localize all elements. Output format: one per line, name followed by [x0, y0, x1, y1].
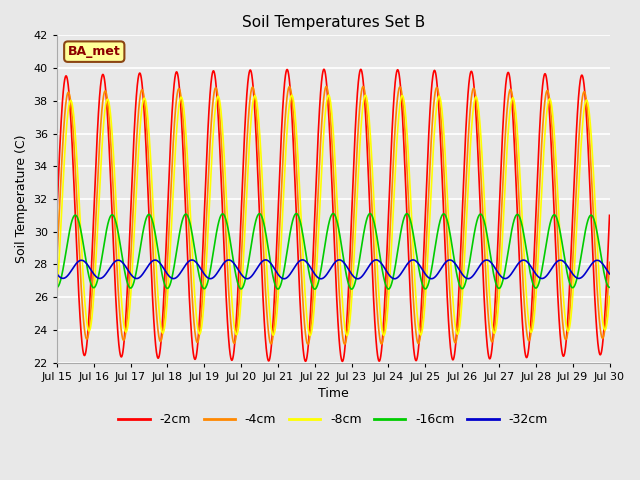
-4cm [323, 84, 330, 89]
-4cm [225, 288, 232, 293]
-32cm [88, 268, 95, 274]
Legend: -2cm, -4cm, -8cm, -16cm, -32cm: -2cm, -4cm, -8cm, -16cm, -32cm [113, 408, 553, 431]
-16cm [225, 229, 232, 235]
-8cm [343, 333, 351, 338]
-16cm [435, 223, 443, 228]
-8cm [225, 240, 232, 246]
Line: -8cm: -8cm [57, 95, 609, 336]
-16cm [605, 285, 613, 290]
-32cm [53, 271, 61, 276]
-4cm [88, 295, 95, 301]
-32cm [335, 257, 343, 263]
-8cm [480, 188, 488, 193]
-16cm [330, 211, 337, 216]
-16cm [53, 285, 61, 290]
-2cm [320, 66, 328, 72]
X-axis label: Time: Time [318, 387, 349, 400]
-4cm [480, 236, 488, 241]
-2cm [435, 108, 443, 113]
Line: -4cm: -4cm [57, 86, 609, 344]
-32cm [225, 257, 232, 263]
-2cm [88, 259, 95, 265]
Title: Soil Temperatures Set B: Soil Temperatures Set B [241, 15, 425, 30]
-32cm [118, 260, 126, 265]
-32cm [317, 276, 324, 282]
-8cm [435, 93, 443, 99]
-2cm [120, 346, 127, 352]
-16cm [311, 286, 319, 292]
-8cm [118, 310, 126, 316]
-2cm [118, 351, 126, 357]
-4cm [118, 336, 126, 341]
Text: BA_met: BA_met [68, 45, 120, 58]
-2cm [53, 213, 61, 218]
-4cm [53, 259, 61, 265]
-8cm [88, 317, 95, 323]
-32cm [480, 258, 488, 264]
-2cm [605, 213, 613, 218]
-4cm [120, 337, 127, 343]
-4cm [435, 93, 443, 99]
-16cm [118, 256, 126, 262]
Line: -2cm: -2cm [57, 69, 609, 361]
-8cm [53, 293, 61, 299]
-2cm [339, 359, 346, 364]
-2cm [225, 336, 232, 342]
-16cm [480, 217, 488, 223]
-4cm [341, 341, 349, 347]
Line: -32cm: -32cm [57, 260, 609, 279]
-8cm [324, 92, 332, 98]
-32cm [435, 269, 443, 275]
-32cm [605, 271, 613, 276]
-8cm [605, 293, 613, 299]
-8cm [120, 318, 127, 324]
Line: -16cm: -16cm [57, 214, 609, 289]
-2cm [480, 291, 488, 297]
-16cm [120, 261, 127, 266]
Y-axis label: Soil Temperature (C): Soil Temperature (C) [15, 135, 28, 263]
-4cm [605, 259, 613, 265]
-16cm [88, 283, 95, 288]
-32cm [120, 261, 127, 266]
